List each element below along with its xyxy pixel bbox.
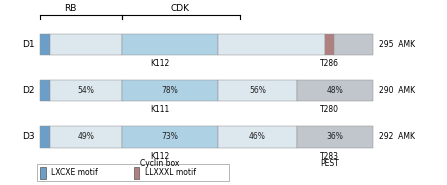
Bar — [40, 166, 46, 179]
Bar — [50, 34, 122, 55]
Bar — [122, 80, 219, 101]
Text: 292  AMK: 292 AMK — [379, 132, 415, 141]
Text: K112: K112 — [151, 59, 170, 68]
Bar — [297, 126, 373, 148]
Text: 78%: 78% — [162, 86, 178, 95]
Text: T283: T283 — [320, 152, 339, 161]
Text: 49%: 49% — [77, 132, 94, 141]
Bar — [50, 126, 122, 148]
Text: 73%: 73% — [162, 132, 178, 141]
Text: T280: T280 — [320, 105, 339, 114]
Bar — [297, 80, 373, 101]
Text: D2: D2 — [22, 86, 35, 95]
Text: 36%: 36% — [326, 132, 343, 141]
Text: 48%: 48% — [327, 86, 343, 95]
Text: PEST: PEST — [320, 159, 339, 168]
Text: K111: K111 — [151, 105, 170, 114]
Bar — [40, 126, 50, 148]
Bar — [40, 80, 50, 101]
Text: D3: D3 — [22, 132, 35, 141]
Bar — [40, 34, 50, 55]
Bar — [122, 34, 219, 55]
Text: 56%: 56% — [249, 86, 266, 95]
Text: RB: RB — [64, 4, 76, 13]
Bar — [134, 166, 139, 179]
Text: LXCXE motif: LXCXE motif — [51, 168, 98, 177]
Text: 46%: 46% — [249, 132, 266, 141]
Bar — [122, 126, 219, 148]
Bar — [219, 126, 297, 148]
Text: T286: T286 — [320, 59, 339, 68]
Text: 54%: 54% — [77, 86, 94, 95]
Bar — [37, 164, 229, 181]
Text: CDK: CDK — [171, 4, 190, 13]
Text: 290  AMK: 290 AMK — [379, 86, 415, 95]
Bar — [219, 34, 325, 55]
Text: K112: K112 — [151, 152, 170, 161]
Text: 295  AMK: 295 AMK — [379, 40, 415, 49]
Bar — [334, 34, 373, 55]
Bar — [219, 80, 297, 101]
Text: LLXXXL motif: LLXXXL motif — [145, 168, 196, 177]
Text: D1: D1 — [22, 40, 35, 49]
Bar — [50, 80, 122, 101]
Text: Cyclin box: Cyclin box — [140, 159, 180, 168]
Bar — [325, 34, 334, 55]
